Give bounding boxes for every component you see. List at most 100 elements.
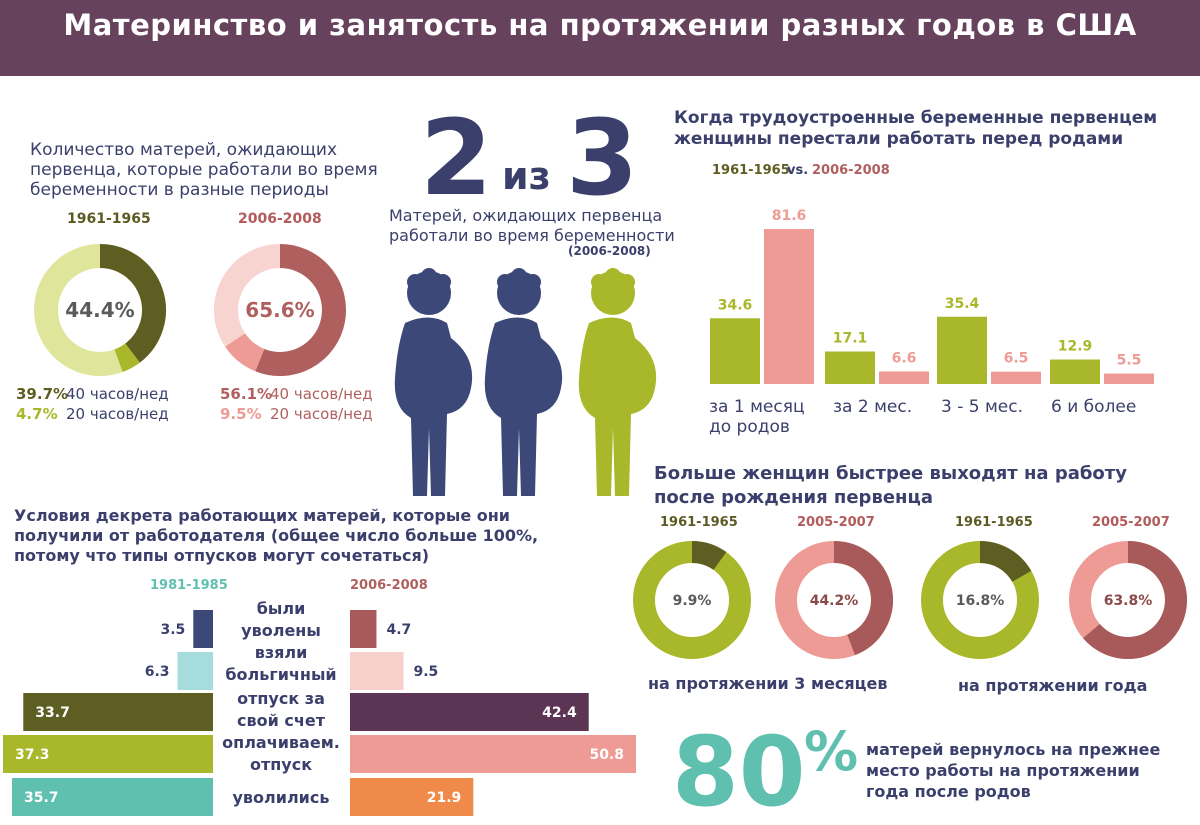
ret-donut3-center: 16.8% — [956, 593, 1005, 609]
stop-cat-4: 6 и более — [1051, 397, 1137, 417]
stop-bar-label-b-2: 6.6 — [892, 350, 917, 366]
stop-working-bar-chart: 34.6 17.1 35.4 12.9 81.6 6.6 6.5 5.5 — [710, 208, 1154, 384]
leave-left-bar-1 — [193, 610, 213, 648]
leave-left-label-1: 3.5 — [160, 622, 185, 638]
leave-left-label-4: 37.3 — [15, 747, 50, 763]
stop-bar-label-a-3: 35.4 — [945, 296, 980, 312]
stop-legend-vs: vs. — [787, 163, 809, 178]
stop-bar-b-4 — [1104, 373, 1154, 384]
donut-1961-working: 44.4% — [34, 244, 166, 376]
leave-bar-chart: 3.5 6.3 33.7 37.3 35.7 4.7 9.5 42.4 50.8 21.9 — [3, 610, 636, 816]
ret-donut2-period: 2005-2007 — [797, 515, 875, 530]
ret-donut-1961-3m: 9.9% — [633, 541, 751, 659]
donut1-part-hours: 20 часов/нед — [66, 405, 169, 423]
leave-right-label-2: 9.5 — [413, 664, 438, 680]
leave-cat-4-line1: оплачиваем. — [222, 733, 340, 752]
stop-title-line1: Когда трудоустроенные беременные первенц… — [674, 108, 1158, 128]
leave-right-label-3: 42.4 — [542, 705, 577, 721]
pregnant-woman-icon-3 — [578, 268, 657, 496]
leave-cat-3: отпуск за свой счет — [218, 688, 344, 732]
ret-donut4-period: 2005-2007 — [1092, 515, 1170, 530]
leave-cat-1-line1: были — [256, 599, 306, 618]
leave-cat-2-line2: больгичный — [225, 665, 337, 684]
eighty-caption-line2: место работы на протяжении — [866, 761, 1140, 780]
stop-legend-b: 2006-2008 — [812, 163, 890, 178]
donut2-center: 65.6% — [245, 298, 314, 322]
ret-donut2-center: 44.2% — [810, 593, 859, 609]
working-title-line3: беременности в разные периоды — [30, 180, 329, 200]
header-banner: Материнство и занятость на протяжении ра… — [0, 0, 1200, 76]
stop-bar-b-3 — [991, 371, 1041, 384]
donut-2006-working: 65.6% — [214, 244, 346, 376]
ret-donut-1961-year: 16.8% — [921, 541, 1039, 659]
stop-bar-label-a-1: 34.6 — [718, 297, 753, 313]
leave-right-bar-1 — [350, 610, 377, 648]
leave-cat-1-line2: уволены — [241, 621, 321, 640]
leave-cat-4-line2: отпуск — [249, 755, 313, 774]
return-title-line1: Больше женщин быстрее выходят на работу — [654, 463, 1127, 484]
ret-donut1-value-slice — [691, 541, 727, 571]
donut1-full-pct: 39.7% — [16, 385, 69, 403]
leave-cat-3-line2: свой счет — [237, 711, 325, 730]
leave-right-period: 2006-2008 — [350, 578, 428, 593]
big-number-3: 3 — [566, 97, 639, 219]
leave-cat-5-line1: уволились — [232, 788, 330, 807]
stop-bar-label-b-4: 5.5 — [1117, 353, 1142, 369]
pregnant-woman-icon-2 — [484, 268, 563, 496]
stop-bar-a-3 — [937, 316, 987, 384]
leave-cat-2-line1: взяли — [254, 643, 308, 662]
eighty-number: 80 — [672, 716, 806, 825]
leave-left-label-3: 33.7 — [35, 705, 70, 721]
donut2-part-time-slice — [225, 332, 265, 372]
leave-left-label-5: 35.7 — [24, 790, 59, 806]
stop-title-line2: женщины перестали работать перед родами — [674, 129, 1124, 149]
return-title-line2: после рождения первенца — [654, 487, 933, 508]
ret-donut1-period: 1961-1965 — [660, 515, 738, 530]
leave-left-label-2: 6.3 — [145, 664, 170, 680]
eighty-percent: % — [804, 720, 859, 783]
donut1-period: 1961-1965 — [67, 211, 151, 227]
stop-legend-a: 1961-1965 — [712, 163, 790, 178]
leave-right-label-5: 21.9 — [427, 790, 462, 806]
stop-cat-1-line2: до родов — [709, 417, 790, 437]
leave-cat-4: оплачиваем. отпуск — [218, 732, 344, 776]
leave-title-line2: получили от работодателя (общее число бо… — [14, 526, 539, 545]
leave-left-bar-2 — [177, 652, 213, 690]
pregnant-women-figures — [394, 268, 657, 496]
ret-donut3-value-slice — [979, 541, 1032, 583]
ret-donut2-value-slice — [833, 541, 893, 656]
working-title-line2: первенца, которые работали во время — [30, 160, 378, 180]
two-of-three-period: (2006-2008) — [568, 244, 651, 258]
stop-bar-label-a-2: 17.1 — [833, 331, 868, 347]
leave-right-label-1: 4.7 — [386, 622, 411, 638]
stop-bar-label-a-4: 12.9 — [1058, 338, 1093, 354]
leave-right-bar-5 — [350, 778, 474, 816]
donut1-full-time-slice — [99, 244, 166, 363]
donut1-part-pct: 4.7% — [16, 405, 58, 423]
leave-left-bar-3 — [23, 693, 214, 731]
donut2-period: 2006-2008 — [238, 211, 322, 227]
stop-cat-2: за 2 мес. — [833, 397, 913, 417]
page-title: Материнство и занятость на протяжении ра… — [63, 8, 1137, 42]
donut1-part-time-slice — [114, 343, 140, 372]
donut1-center: 44.4% — [65, 298, 134, 322]
ret-donut-2005-3m: 44.2% — [775, 541, 893, 659]
leave-left-bar-4 — [3, 735, 214, 773]
stop-bar-b-1 — [764, 229, 814, 384]
leave-title-line3: потому что типы отпусков могут сочетатьс… — [14, 546, 430, 565]
donut2-full-time-slice — [255, 244, 346, 376]
ret-donut-2005-year: 63.8% — [1069, 541, 1187, 659]
stop-bar-label-b-3: 6.5 — [1004, 351, 1029, 367]
two-of-three-caption1: Матерей, ожидающих первенца — [389, 206, 663, 225]
donut2-full-hours: 40 часов/нед — [270, 385, 373, 403]
stop-bar-a-4 — [1050, 359, 1100, 384]
stop-cat-1-line1: за 1 месяц — [709, 397, 805, 417]
ret-caption-3m: на протяжении 3 месяцев — [648, 674, 888, 693]
stop-bar-a-1 — [710, 318, 760, 384]
donut2-part-pct: 9.5% — [220, 405, 262, 423]
leave-cat-1: были уволены — [218, 598, 344, 642]
leave-cat-5: уволились — [218, 787, 344, 809]
stop-cat-3: 3 - 5 мес. — [941, 397, 1024, 417]
pregnant-woman-icon-1 — [394, 268, 473, 496]
leave-cat-3-line1: отпуск за — [237, 689, 325, 708]
